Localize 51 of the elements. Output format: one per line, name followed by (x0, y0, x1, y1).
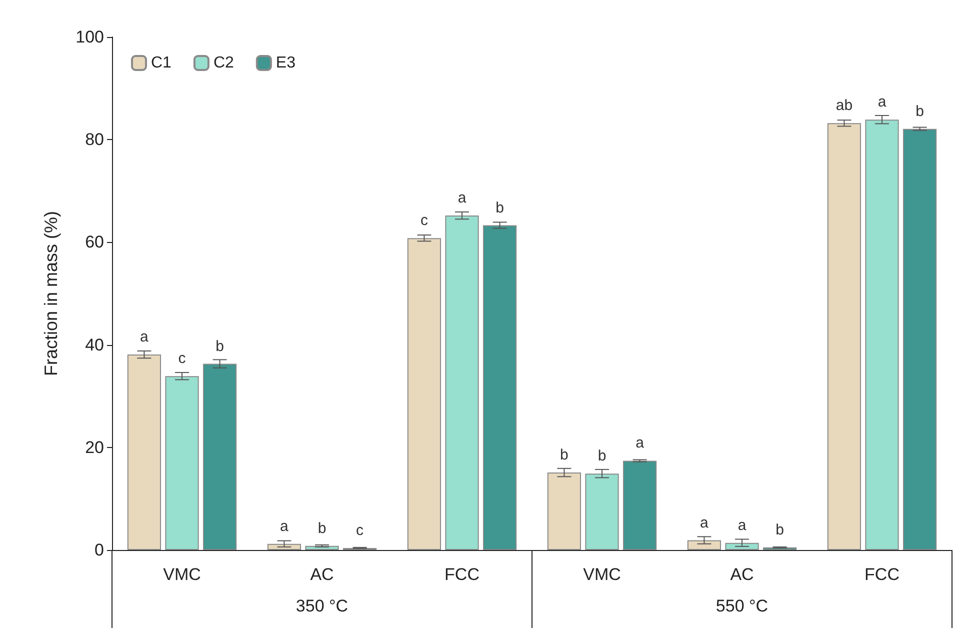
bar (127, 354, 161, 550)
legend-label: E3 (276, 54, 296, 72)
bar (585, 474, 619, 550)
data-label: a (878, 94, 887, 111)
bar (623, 460, 657, 550)
x-tick-label: AC (730, 565, 754, 584)
y-tick-label: 40 (85, 335, 104, 354)
legend-label: C1 (151, 54, 172, 72)
data-label: b (560, 446, 568, 464)
bar (865, 120, 899, 550)
bar (165, 376, 199, 550)
data-label: a (700, 514, 710, 532)
bar (203, 364, 237, 550)
x-tick-label: AC (310, 565, 334, 584)
x-tick-label: FCC (444, 565, 480, 584)
x-tick-label: VMC (163, 565, 201, 584)
bar (407, 238, 441, 550)
data-label: c (356, 522, 364, 539)
y-tick-label: 80 (85, 130, 104, 150)
bar (267, 544, 301, 550)
bar (687, 540, 721, 550)
bar (445, 216, 479, 550)
legend-label: C2 (213, 54, 234, 72)
data-label: b (776, 521, 784, 538)
data-label: b (216, 338, 224, 355)
text: 550 °C (716, 596, 768, 616)
y-tick-label: 100 (76, 28, 104, 46)
data-label: b (598, 448, 606, 465)
x-tick-label: FCC (864, 565, 900, 584)
data-label: a (140, 328, 150, 346)
y-tick-label: 20 (85, 438, 104, 457)
data-label: b (496, 199, 504, 216)
bar (547, 472, 581, 550)
data-label: b (916, 102, 924, 120)
data-label: c (420, 212, 428, 230)
y-axis-title: Fraction in mass (%) (41, 210, 61, 376)
data-label: a (458, 190, 467, 207)
data-label: b (318, 520, 326, 537)
bar (903, 128, 937, 550)
text: 350 °C (296, 596, 348, 616)
data-label: c (178, 350, 186, 368)
bar (725, 542, 759, 550)
bar (483, 225, 517, 550)
y-tick-label: 60 (85, 232, 104, 252)
data-label: a (738, 516, 747, 534)
bar (827, 123, 861, 550)
data-label: a (280, 518, 290, 535)
x-tick-label: VMC (583, 565, 621, 584)
data-label: a (636, 434, 645, 452)
data-label: ab (836, 97, 853, 114)
y-tick-label: 0 (94, 540, 104, 560)
